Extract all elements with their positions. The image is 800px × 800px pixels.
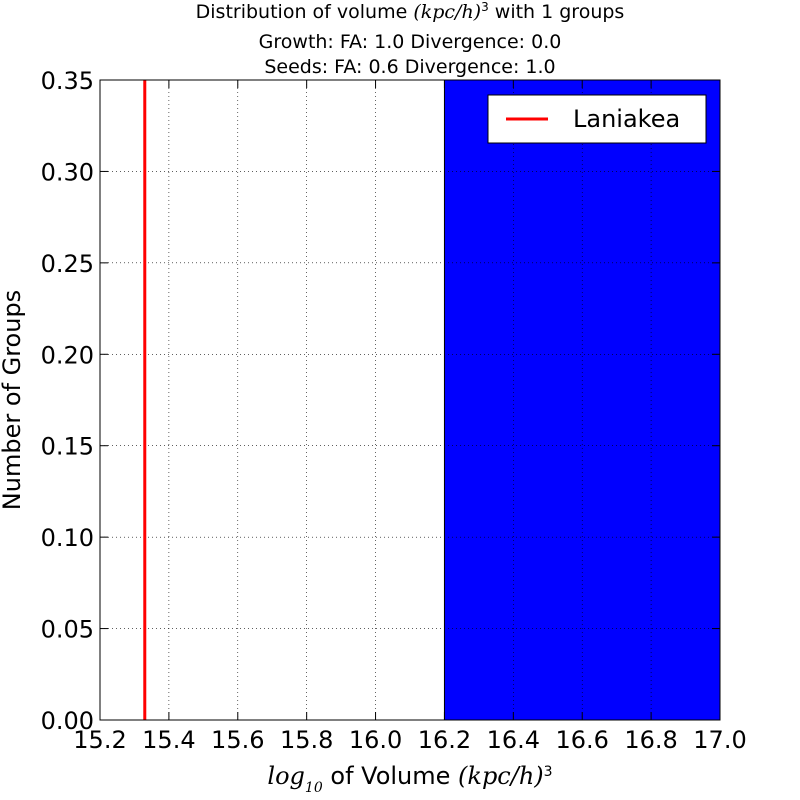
x-tick-label-4: 16.0 [349,726,402,754]
y-tick-label-0: 0.00 [41,707,94,735]
y-tick-label-7: 0.35 [41,67,94,95]
title-prefix: Distribution of volume [196,1,414,23]
y-tick-label-6: 0.30 [41,158,94,186]
y-tick-label-3: 0.15 [41,433,94,461]
x-tick-label-6: 16.4 [487,726,540,754]
x-tick-label-7: 16.6 [556,726,609,754]
title-suffix: with 1 groups [489,1,625,23]
x-tick-label-9: 17.0 [693,726,746,754]
title-exponent: 3 [481,0,489,14]
x-label-sub: 10 [305,780,323,796]
legend-label-laniakea: Laniakea [573,105,680,133]
y-tick-label-5: 0.25 [41,250,94,278]
x-label-math: (kpc/h) [458,762,544,790]
x-axis-label: log10 of Volume (kpc/h)3 [267,762,552,796]
legend: Laniakea [487,94,707,144]
x-tick-label-1: 15.4 [142,726,195,754]
x-label-log: log [267,762,305,790]
x-tick-label-5: 16.2 [418,726,471,754]
ticks-layer [99,79,721,721]
plot-frame [99,79,721,721]
y-axis-label: Number of Groups [0,290,26,510]
chart-title-line-1: Distribution of volume (kpc/h)3 with 1 g… [196,0,625,23]
title-math: (kpc/h) [413,1,481,23]
x-tick-label-2: 15.6 [211,726,264,754]
y-tick-label-1: 0.05 [41,616,94,644]
x-tick-label-0: 15.2 [73,726,126,754]
x-label-middle: of Volume [323,762,458,790]
x-tick-label-3: 15.8 [280,726,333,754]
x-label-exp: 3 [544,764,553,780]
y-tick-labels: 0.00 0.05 0.10 0.15 0.20 0.25 0.30 0.35 [41,67,94,735]
y-tick-label-2: 0.10 [41,524,94,552]
x-tick-label-8: 16.8 [624,726,677,754]
chart-title-line-3: Seeds: FA: 0.6 Divergence: 1.0 [264,56,555,78]
chart-title-line-2: Growth: FA: 1.0 Divergence: 0.0 [259,31,562,53]
x-tick-labels: 15.2 15.4 15.6 15.8 16.0 16.2 16.4 16.6 16.8 17.0 [73,726,746,754]
y-tick-label-4: 0.20 [41,341,94,369]
